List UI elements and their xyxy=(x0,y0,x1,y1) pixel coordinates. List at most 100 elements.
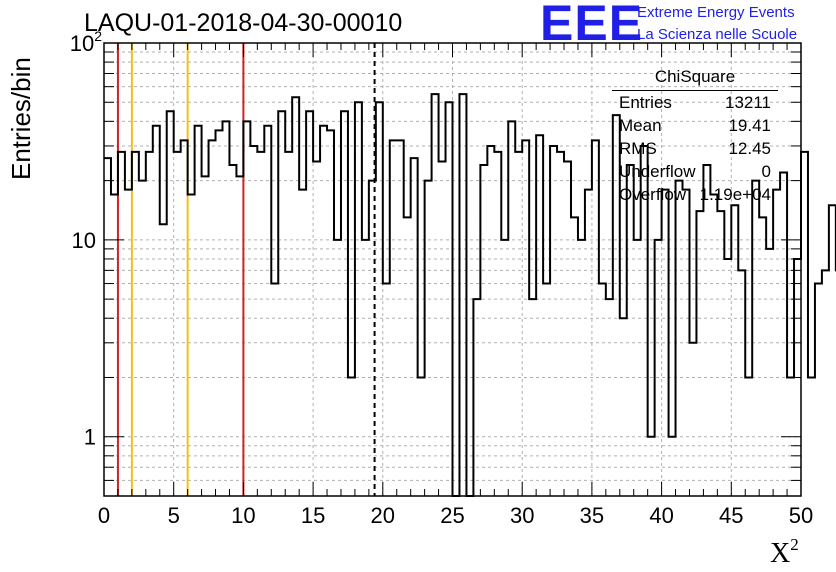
histogram-bin xyxy=(139,181,146,496)
histogram-bin xyxy=(257,152,264,496)
histogram-bin xyxy=(432,94,439,496)
histogram-bin xyxy=(390,140,397,496)
histogram-bin xyxy=(662,190,669,496)
histogram-bin xyxy=(132,152,139,496)
histogram-bin xyxy=(766,249,773,496)
x-tick-label: 5 xyxy=(168,503,180,528)
histogram-bin xyxy=(557,152,564,496)
logo-text-line2: La Scienza nelle Scuole xyxy=(637,26,798,43)
histogram-bin xyxy=(341,111,348,496)
histogram-bin xyxy=(773,190,780,496)
x-tick-label: 50 xyxy=(789,503,813,528)
histogram-bin xyxy=(285,152,292,496)
histogram-bin xyxy=(181,140,188,496)
stats-value: 19.41 xyxy=(728,116,771,135)
stats-key: Underflow xyxy=(619,162,696,181)
chart-title: LAQU-01-2018-04-30-00010 xyxy=(84,9,403,37)
logo-text-line1: Extreme Energy Events xyxy=(637,4,795,21)
x-tick-label: 10 xyxy=(231,503,255,528)
histogram-bin xyxy=(606,299,613,496)
histogram-bin xyxy=(222,121,229,496)
marker-lines-layer xyxy=(116,43,376,496)
histogram-bin xyxy=(271,284,278,496)
stats-row-mean: Mean 19.41 xyxy=(619,115,771,137)
histogram-bin xyxy=(376,102,383,496)
histogram-bin xyxy=(160,224,167,496)
stats-key: Mean xyxy=(619,116,662,135)
histogram-bin xyxy=(306,111,313,496)
histogram-bin xyxy=(710,195,717,496)
histogram-bin xyxy=(627,165,634,496)
x-tick-label: 30 xyxy=(510,503,534,528)
tick-layer: 0 5 10 15 20 25 30 35 40 45 50 1 10 102 xyxy=(70,28,814,528)
histogram-bin xyxy=(383,284,390,496)
histogram-bin xyxy=(146,152,153,496)
histogram-bin xyxy=(362,240,369,496)
histogram-bin xyxy=(724,259,731,496)
histogram-bin xyxy=(355,102,362,496)
histogram-bin xyxy=(202,176,209,496)
histogram-bin xyxy=(522,140,529,496)
stats-row-entries: Entries 13211 xyxy=(619,92,771,114)
x-tick-label: 35 xyxy=(580,503,604,528)
x-tick-label: 0 xyxy=(98,503,110,528)
stats-box: ChiSquare Entries 13211 Mean 19.41 RMS 1… xyxy=(612,66,778,206)
y-tick-label: 102 xyxy=(70,28,102,56)
histogram-bin xyxy=(320,126,327,496)
histogram-bin xyxy=(264,126,271,496)
histogram-bin xyxy=(655,240,662,496)
histogram-bin xyxy=(564,162,571,496)
histogram-bin xyxy=(550,146,557,496)
histogram-bin xyxy=(369,181,376,496)
stats-value: 13211 xyxy=(724,93,771,112)
stats-title-rule xyxy=(612,90,778,91)
y-tick-label: 1 xyxy=(84,425,96,450)
histogram-bin xyxy=(829,205,836,496)
histogram-bin xyxy=(620,318,627,496)
histogram-bin xyxy=(759,217,766,496)
histogram-bin xyxy=(494,152,501,496)
histogram-bin xyxy=(689,343,696,496)
histogram-bin xyxy=(439,162,446,496)
stats-key: Overflow xyxy=(619,185,687,204)
histogram-bin xyxy=(801,152,808,496)
histogram-bin xyxy=(592,140,599,496)
histogram-bin xyxy=(446,102,453,496)
histogram-bin xyxy=(585,190,592,496)
histogram-bin xyxy=(543,284,550,496)
histogram-bin xyxy=(634,240,641,496)
histogram-bin xyxy=(808,377,815,496)
histogram-bin xyxy=(195,126,202,496)
histogram-bin xyxy=(229,165,236,496)
histogram-bin xyxy=(501,240,508,496)
histogram-bin xyxy=(334,240,341,496)
x-tick-label: 45 xyxy=(719,503,743,528)
histogram-bin xyxy=(752,181,759,496)
histogram-bin xyxy=(578,240,585,496)
histogram-bin xyxy=(731,205,738,496)
histogram-bin xyxy=(529,299,536,496)
histogram-layer xyxy=(104,93,836,497)
histogram-bin xyxy=(118,152,125,496)
histogram-bin xyxy=(125,190,132,496)
histogram-bin xyxy=(278,111,285,496)
histogram-bin xyxy=(815,284,822,496)
histogram-bin xyxy=(703,165,710,496)
histogram-bin xyxy=(299,190,306,496)
stats-row-overflow: Overflow 1.19e+04 xyxy=(619,184,771,206)
x-tick-label: 15 xyxy=(301,503,325,528)
histogram-bin xyxy=(676,181,683,496)
histogram-bin xyxy=(174,152,181,496)
stats-title: ChiSquare xyxy=(654,67,736,86)
stats-row-underflow: Underflow 0 xyxy=(619,161,771,183)
histogram-bin xyxy=(745,377,752,496)
stats-value: 1.19e+04 xyxy=(699,185,771,204)
histogram-bin xyxy=(648,437,655,496)
histogram-bin xyxy=(696,211,703,496)
y-tick-label: 10 xyxy=(72,228,96,253)
stats-key: Entries xyxy=(619,93,672,112)
histogram-bin xyxy=(515,152,522,496)
x-tick-label: 40 xyxy=(649,503,673,528)
x-axis-label-text: X xyxy=(770,538,791,569)
